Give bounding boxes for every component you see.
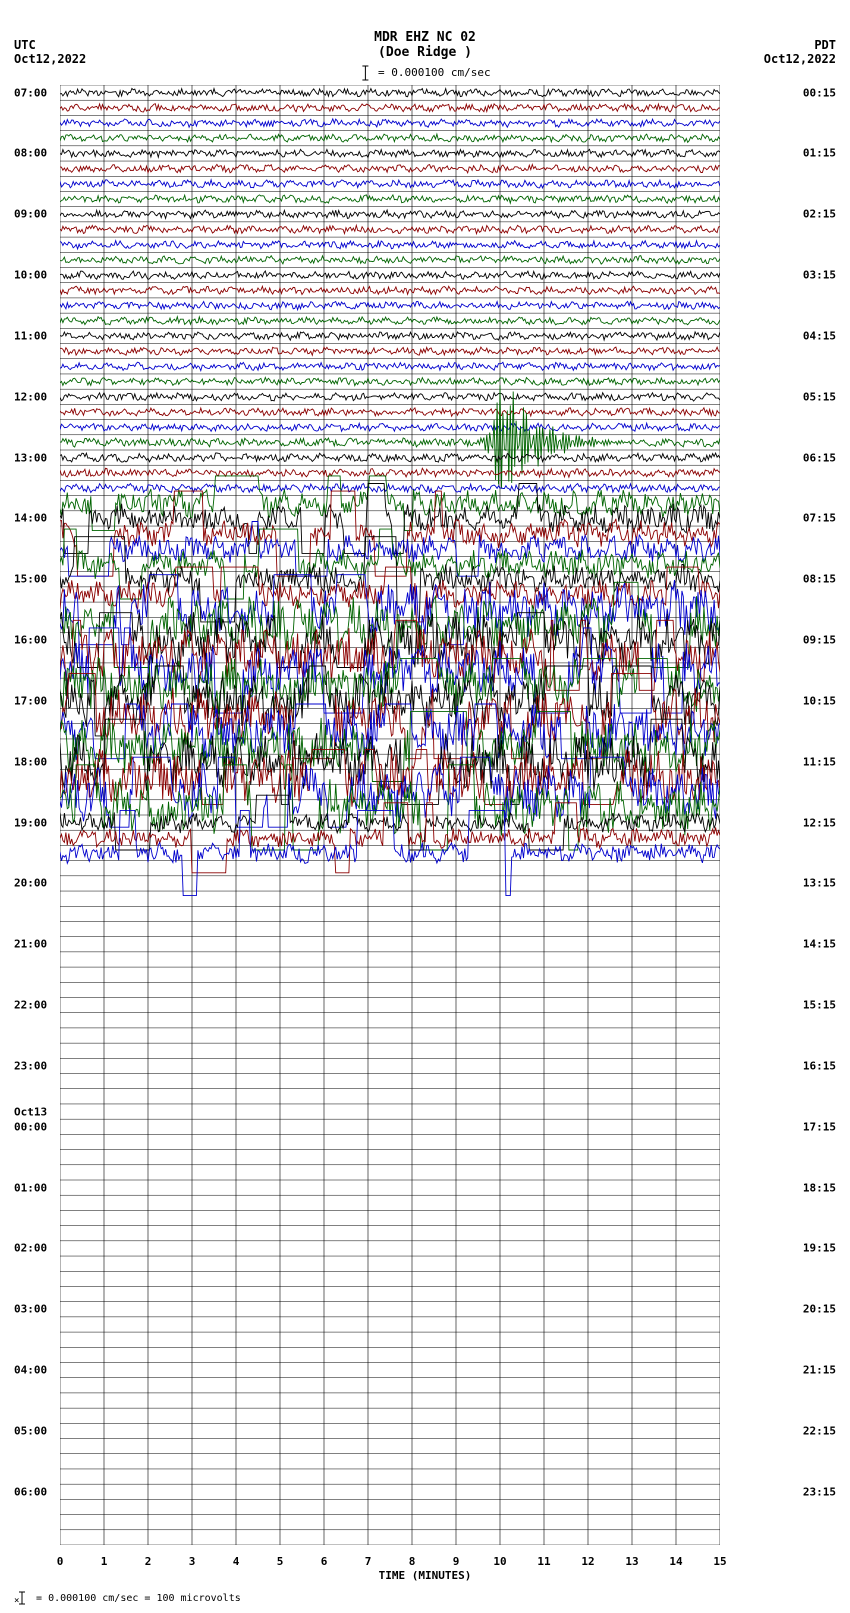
right-time-0515: 05:15 [803, 390, 836, 403]
x-tick-7: 7 [365, 1555, 372, 1568]
left-time-0600: 06:00 [14, 1485, 47, 1498]
left-time-0900: 09:00 [14, 208, 47, 221]
helicorder-plot [60, 85, 720, 1545]
right-time-0415: 04:15 [803, 329, 836, 342]
x-tick-10: 10 [493, 1555, 506, 1568]
x-tick-13: 13 [625, 1555, 638, 1568]
x-tick-1: 1 [101, 1555, 108, 1568]
right-time-0615: 06:15 [803, 451, 836, 464]
right-time-2215: 22:15 [803, 1424, 836, 1437]
footer-scale-text: = 0.000100 cm/sec = 100 microvolts [36, 1593, 241, 1604]
x-tick-8: 8 [409, 1555, 416, 1568]
x-axis-title: TIME (MINUTES) [379, 1569, 472, 1582]
left-time-Oct13: Oct13 [14, 1105, 47, 1118]
tz-left-label: UTC [14, 38, 36, 52]
left-time-1500: 15:00 [14, 573, 47, 586]
left-time-0000: 00:00 [14, 1120, 47, 1133]
right-time-1515: 15:15 [803, 999, 836, 1012]
left-time-1100: 11:00 [14, 329, 47, 342]
x-tick-5: 5 [277, 1555, 284, 1568]
right-time-1315: 13:15 [803, 877, 836, 890]
right-time-0015: 00:15 [803, 86, 836, 99]
left-time-1900: 19:00 [14, 816, 47, 829]
station-title: MDR EHZ NC 02 [374, 30, 476, 45]
right-time-2115: 21:15 [803, 1364, 836, 1377]
left-time-0400: 04:00 [14, 1364, 47, 1377]
x-tick-0: 0 [57, 1555, 64, 1568]
left-time-1200: 12:00 [14, 390, 47, 403]
left-time-1600: 16:00 [14, 634, 47, 647]
right-time-1015: 10:15 [803, 694, 836, 707]
right-time-2315: 23:15 [803, 1485, 836, 1498]
left-time-1000: 10:00 [14, 269, 47, 282]
date-right-label: Oct12,2022 [764, 52, 836, 66]
scale-indicator: = 0.000100 cm/sec [359, 65, 490, 81]
right-time-2015: 20:15 [803, 1303, 836, 1316]
left-time-0800: 08:00 [14, 147, 47, 160]
footer-scale: × = 0.000100 cm/sec = 100 microvolts [14, 1591, 241, 1605]
right-time-1915: 19:15 [803, 1242, 836, 1255]
right-time-0815: 08:15 [803, 573, 836, 586]
location-title: (Doe Ridge ) [378, 45, 472, 60]
left-time-0500: 05:00 [14, 1424, 47, 1437]
x-tick-15: 15 [713, 1555, 726, 1568]
right-time-1215: 12:15 [803, 816, 836, 829]
left-time-1300: 13:00 [14, 451, 47, 464]
right-time-0115: 01:15 [803, 147, 836, 160]
x-tick-2: 2 [145, 1555, 152, 1568]
tz-right-label: PDT [814, 38, 836, 52]
right-time-0315: 03:15 [803, 269, 836, 282]
left-time-2300: 23:00 [14, 1059, 47, 1072]
left-time-0300: 03:00 [14, 1303, 47, 1316]
right-time-1715: 17:15 [803, 1120, 836, 1133]
right-time-1615: 16:15 [803, 1059, 836, 1072]
x-tick-3: 3 [189, 1555, 196, 1568]
right-time-0715: 07:15 [803, 512, 836, 525]
x-tick-4: 4 [233, 1555, 240, 1568]
right-time-0915: 09:15 [803, 634, 836, 647]
scale-text: = 0.000100 cm/sec [378, 66, 491, 79]
x-tick-9: 9 [453, 1555, 460, 1568]
left-time-2200: 22:00 [14, 999, 47, 1012]
left-time-0100: 01:00 [14, 1181, 47, 1194]
right-time-1815: 18:15 [803, 1181, 836, 1194]
x-tick-11: 11 [537, 1555, 550, 1568]
left-time-0700: 07:00 [14, 86, 47, 99]
right-time-0215: 02:15 [803, 208, 836, 221]
left-time-0200: 02:00 [14, 1242, 47, 1255]
right-time-1115: 11:15 [803, 755, 836, 768]
left-time-2000: 20:00 [14, 877, 47, 890]
x-tick-6: 6 [321, 1555, 328, 1568]
left-time-2100: 21:00 [14, 938, 47, 951]
svg-text:×: × [14, 1596, 19, 1605]
right-time-1415: 14:15 [803, 938, 836, 951]
date-left-label: Oct12,2022 [14, 52, 86, 66]
left-time-1700: 17:00 [14, 694, 47, 707]
x-tick-12: 12 [581, 1555, 594, 1568]
x-tick-14: 14 [669, 1555, 682, 1568]
left-time-1800: 18:00 [14, 755, 47, 768]
left-time-1400: 14:00 [14, 512, 47, 525]
